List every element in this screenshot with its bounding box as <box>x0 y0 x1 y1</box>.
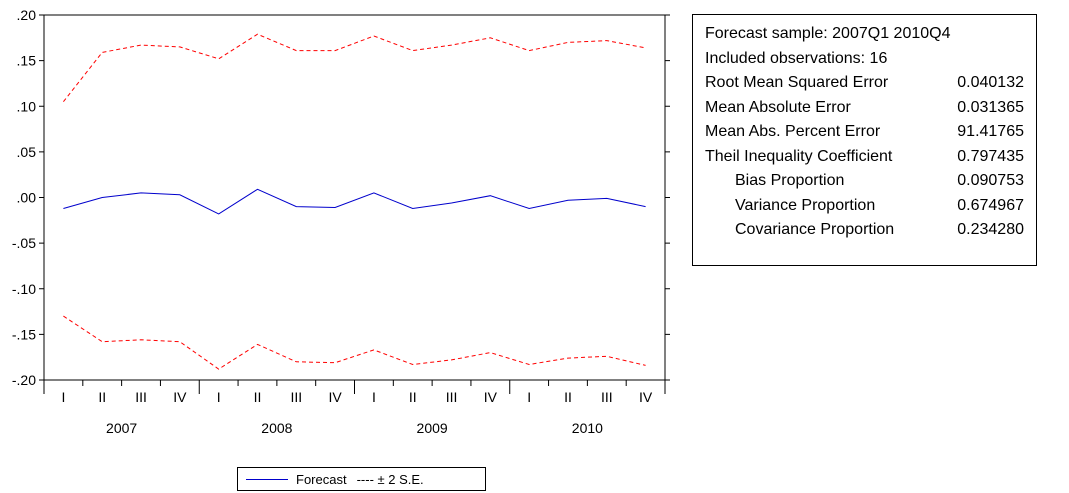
stats-label: Mean Absolute Error <box>705 98 851 116</box>
x-tick-label: III <box>601 389 613 405</box>
y-tick-label: .10 <box>17 98 37 114</box>
chart-legend: Forecast ---- ± 2 S.E. <box>237 467 486 491</box>
y-tick-label: -.20 <box>12 372 36 388</box>
y-tick-label: -.05 <box>12 235 36 251</box>
stats-row: Covariance Proportion 0.234280 <box>705 218 1036 243</box>
x-tick-label: IV <box>484 389 498 405</box>
y-tick-label: .00 <box>17 190 37 206</box>
stats-label: Bias Proportion <box>735 172 845 189</box>
x-tick-label: IV <box>639 389 653 405</box>
series-line-upper-band <box>63 33 646 103</box>
stats-value: 0.234280 <box>957 221 1024 238</box>
x-tick-label: I <box>61 389 65 405</box>
stats-value: 0.674967 <box>957 196 1024 214</box>
stats-row: Bias Proportion 0.090753 <box>705 169 1036 194</box>
legend-label: Forecast <box>296 471 347 487</box>
stats-label: Theil Inequality Coefficient <box>705 147 893 165</box>
legend-label: ---- ± 2 S.E. <box>356 471 424 487</box>
year-label: 2009 <box>417 420 448 436</box>
stats-row: Included observations: 16 <box>705 47 1036 72</box>
x-tick-label: I <box>372 389 376 405</box>
stats-label: Forecast sample: 2007Q1 2010Q4 <box>705 25 951 42</box>
stats-row: Root Mean Squared Error 0.040132 <box>705 71 1036 96</box>
series-line-lower-band <box>63 315 646 370</box>
legend-item-se-band: ---- ± 2 S.E. <box>357 472 424 487</box>
x-tick-label: II <box>254 389 262 405</box>
stats-label: Root Mean Squared Error <box>705 74 889 91</box>
x-tick-label: IV <box>173 389 187 405</box>
series-line-forecast <box>63 188 646 215</box>
stats-label: Mean Abs. Percent Error <box>705 123 881 140</box>
y-tick-label: .20 <box>17 7 37 23</box>
y-tick-label: -.15 <box>12 326 36 342</box>
y-tick-label: .05 <box>17 144 37 160</box>
x-tick-label: III <box>135 389 147 405</box>
stats-row: Theil Inequality Coefficient 0.797435 <box>705 145 1036 170</box>
x-tick-label: II <box>98 389 106 405</box>
stats-value: 0.090753 <box>957 172 1024 189</box>
stats-row: Variance Proportion 0.674967 <box>705 194 1036 219</box>
stats-label: Variance Proportion <box>735 196 876 214</box>
y-tick-label: -.10 <box>12 281 36 297</box>
x-tick-label: III <box>290 389 302 405</box>
x-tick-label: I <box>217 389 221 405</box>
year-label: 2010 <box>572 420 603 436</box>
legend-item-forecast: Forecast <box>246 472 347 487</box>
stats-value: 0.040132 <box>957 74 1024 91</box>
plot-frame <box>43 14 666 381</box>
stats-value: 0.031365 <box>957 98 1024 116</box>
forecast-chart: .20.15.10.05.00-.05-.10-.15-.20I II III IV I… <box>12 7 670 436</box>
stats-row: Forecast sample: 2007Q1 2010Q4 <box>705 22 1036 47</box>
x-tick-label: III <box>446 389 458 405</box>
x-tick-label: I <box>527 389 531 405</box>
year-label: 2008 <box>261 420 292 436</box>
forecast-statistics-box: Forecast sample: 2007Q1 2010Q4 Included … <box>692 14 1037 266</box>
stats-row: Mean Abs. Percent Error 91.41765 <box>705 120 1036 145</box>
legend-swatch-solid <box>246 478 288 480</box>
x-tick-label: II <box>564 389 572 405</box>
stats-value: 0.797435 <box>957 147 1024 165</box>
stats-row: Mean Absolute Error 0.031365 <box>705 96 1036 121</box>
year-label: 2007 <box>106 420 137 436</box>
stats-label: Included observations: 16 <box>705 49 888 67</box>
x-tick-label: IV <box>328 389 342 405</box>
stats-value: 91.41765 <box>957 123 1024 140</box>
y-tick-label: .15 <box>17 53 37 69</box>
x-tick-label: II <box>409 389 417 405</box>
stats-label: Covariance Proportion <box>735 221 895 238</box>
